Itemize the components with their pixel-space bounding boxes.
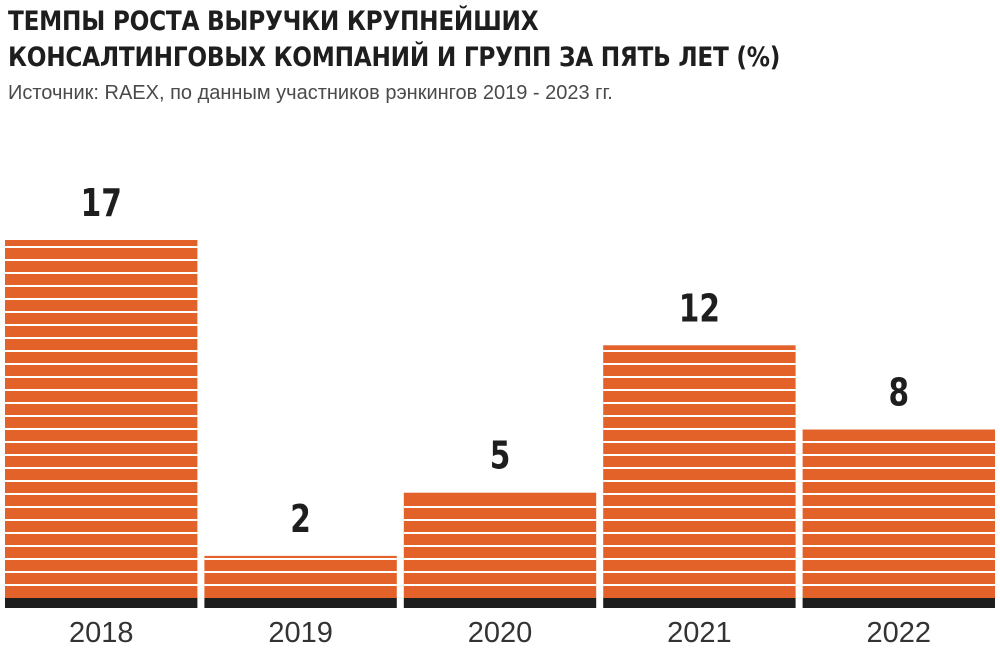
bar-stripe bbox=[5, 272, 198, 274]
bar-stripe bbox=[603, 363, 796, 365]
bar-stripe bbox=[603, 441, 796, 443]
title-line-1: ТЕМПЫ РОСТА ВЫРУЧКИ КРУПНЕЙШИХ bbox=[8, 6, 539, 37]
bar-stripe bbox=[403, 584, 597, 586]
category-label: 2020 bbox=[468, 617, 533, 649]
bar bbox=[802, 429, 995, 598]
bar-stripe bbox=[802, 519, 995, 521]
bar-stripe bbox=[603, 350, 796, 352]
bar-group: 8 2022 bbox=[802, 371, 995, 649]
bar-stripe bbox=[603, 506, 796, 508]
bar-stripe bbox=[5, 389, 198, 391]
bar-baseline bbox=[5, 598, 198, 608]
bar-stripe bbox=[603, 480, 796, 482]
bar-baseline bbox=[603, 598, 796, 608]
bar-stripe bbox=[5, 493, 198, 495]
page-title: ТЕМПЫ РОСТА ВЫРУЧКИ КРУПНЕЙШИХ КОНСАЛТИН… bbox=[8, 4, 780, 76]
bar-stripe bbox=[5, 428, 198, 430]
bar bbox=[204, 555, 397, 598]
data-label: 8 bbox=[888, 371, 909, 416]
bar-stripe bbox=[204, 558, 397, 560]
bar-stripe bbox=[5, 259, 198, 261]
bar-stripe bbox=[802, 532, 995, 534]
bar-stripe bbox=[802, 454, 995, 456]
bar-stripe bbox=[5, 285, 198, 287]
bar-stripe bbox=[403, 558, 597, 560]
category-label: 2021 bbox=[667, 617, 732, 649]
bar-stripe bbox=[5, 584, 198, 586]
bar-stripe bbox=[603, 519, 796, 521]
chart-subtitle: Источник: RAEX, по данным участников рэн… bbox=[8, 82, 613, 104]
bar-stripe bbox=[403, 532, 597, 534]
bar-baseline bbox=[802, 598, 995, 608]
bar-group: 17 2018 bbox=[5, 181, 198, 649]
bar-stripe bbox=[204, 584, 397, 586]
bar-stripe bbox=[802, 558, 995, 560]
bar-stripe bbox=[5, 571, 198, 573]
title-line-2: КОНСАЛТИНГОВЫХ КОМПАНИЙ И ГРУПП ЗА ПЯТЬ … bbox=[8, 42, 781, 73]
bar-stripe bbox=[5, 350, 198, 352]
bar-group: 5 2020 bbox=[403, 434, 597, 649]
bar-stripe bbox=[5, 545, 198, 547]
bar-stripe bbox=[603, 545, 796, 547]
bar-stripe bbox=[5, 519, 198, 521]
bar-stripe bbox=[403, 519, 597, 521]
bar-stripe bbox=[603, 376, 796, 378]
bar-stripe bbox=[5, 246, 198, 248]
bar bbox=[603, 345, 796, 598]
bar-baseline bbox=[204, 598, 397, 608]
bar-stripe bbox=[603, 402, 796, 404]
bar-stripe bbox=[5, 376, 198, 378]
bar-stripe bbox=[603, 454, 796, 456]
bar-stripe bbox=[802, 480, 995, 482]
bar-stripe bbox=[802, 441, 995, 443]
bar-stripe bbox=[802, 571, 995, 573]
bar-stripe bbox=[802, 467, 995, 469]
category-label: 2022 bbox=[867, 617, 932, 649]
category-label: 2018 bbox=[69, 617, 134, 649]
bar-stripe bbox=[603, 389, 796, 391]
bar-stripe bbox=[5, 480, 198, 482]
bar-stripe bbox=[204, 571, 397, 573]
bar-stripe bbox=[403, 571, 597, 573]
bar-stripe bbox=[603, 415, 796, 417]
bar-stripe bbox=[603, 493, 796, 495]
bar-stripe bbox=[802, 545, 995, 547]
bar-stripe bbox=[603, 467, 796, 469]
bar-stripe bbox=[5, 324, 198, 326]
data-label: 17 bbox=[81, 181, 122, 226]
bar-stripe bbox=[5, 467, 198, 469]
bar-stripe bbox=[5, 454, 198, 456]
data-label: 5 bbox=[490, 434, 511, 479]
bar-stripe bbox=[5, 506, 198, 508]
bar-baseline bbox=[403, 598, 597, 608]
bar-stripe bbox=[5, 441, 198, 443]
bar-stripe bbox=[802, 506, 995, 508]
bar-group: 2 2019 bbox=[204, 497, 397, 649]
bar-stripe bbox=[603, 558, 796, 560]
bar-stripe bbox=[603, 571, 796, 573]
bar-stripe bbox=[5, 532, 198, 534]
bar-stripe bbox=[5, 363, 198, 365]
bar-stripe bbox=[603, 428, 796, 430]
data-label: 2 bbox=[290, 497, 311, 542]
bar-stripe bbox=[5, 337, 198, 339]
bar-stripe bbox=[403, 506, 597, 508]
bar-stripe bbox=[802, 493, 995, 495]
bar-stripe bbox=[5, 558, 198, 560]
bar-stripe bbox=[802, 584, 995, 586]
category-label: 2019 bbox=[268, 617, 333, 649]
bar-group: 12 2021 bbox=[603, 287, 796, 649]
bar-stripe bbox=[5, 402, 198, 404]
bar-stripe bbox=[5, 311, 198, 313]
bar-stripe bbox=[403, 545, 597, 547]
bar-stripe bbox=[5, 415, 198, 417]
bar-stripe bbox=[5, 298, 198, 300]
bar-stripe bbox=[603, 532, 796, 534]
bar-stripe bbox=[603, 584, 796, 586]
data-label: 12 bbox=[679, 287, 720, 332]
bar bbox=[5, 240, 198, 598]
